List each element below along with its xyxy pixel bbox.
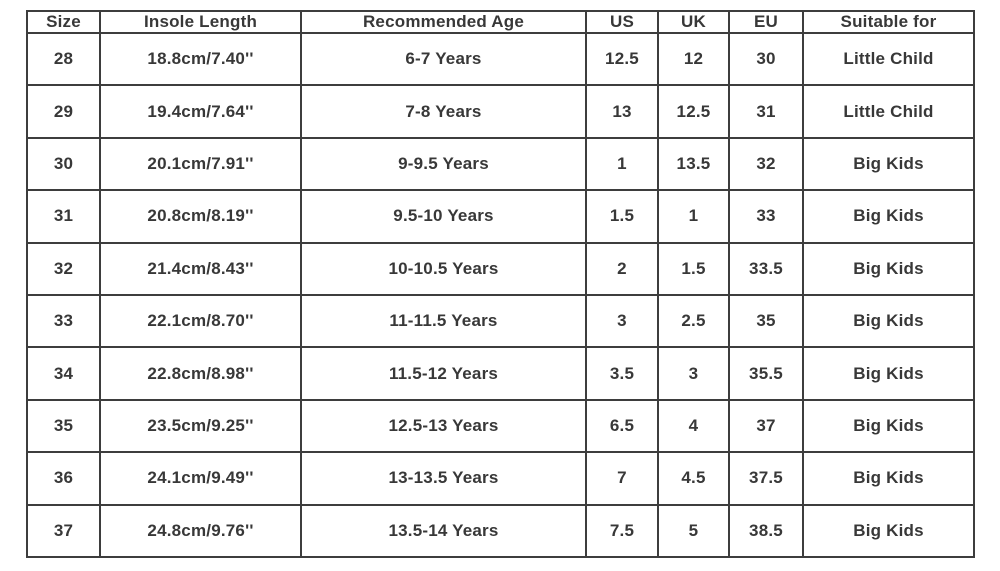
- table-cell: 3.5: [585, 346, 659, 401]
- table-cell: Big Kids: [802, 293, 975, 349]
- table-cell: 33.5: [728, 241, 804, 296]
- table-cell: 35: [728, 293, 804, 349]
- table-cell: 30: [26, 136, 101, 192]
- table-cell: 1: [657, 189, 730, 244]
- table-cell: 35: [26, 398, 101, 454]
- table-cell: 2.5: [657, 293, 730, 349]
- table-cell: 18.8cm/7.40'': [99, 31, 302, 87]
- table-cell: 12.5: [585, 31, 659, 87]
- table-cell: 32: [728, 136, 804, 192]
- table-cell: 11.5-12 Years: [300, 346, 587, 401]
- table-cell: 37.5: [728, 451, 804, 506]
- table-cell: 31: [26, 189, 101, 244]
- table-cell: 33: [26, 293, 101, 349]
- table-cell: 22.1cm/8.70'': [99, 293, 302, 349]
- table-cell: 6.5: [585, 398, 659, 454]
- column-header-recommended-age: Recommended Age: [300, 10, 587, 34]
- table-cell: 30: [728, 31, 804, 87]
- table-cell: 9.5-10 Years: [300, 189, 587, 244]
- table-cell: Little Child: [802, 84, 975, 139]
- table-row: 33 22.1cm/8.70'' 11-11.5 Years 3 2.5 35 Big Ki…: [26, 293, 975, 349]
- table-row: 29 19.4cm/7.64'' 7-8 Years 13 12.5 31 Little C…: [26, 84, 975, 139]
- table-cell: 12.5-13 Years: [300, 398, 587, 454]
- table-cell: 37: [728, 398, 804, 454]
- table-cell: 5: [657, 503, 730, 559]
- table-cell: Big Kids: [802, 503, 975, 559]
- table-cell: 20.8cm/8.19'': [99, 189, 302, 244]
- table-body: 28 18.8cm/7.40'' 6-7 Years 12.5 12 30 Little C…: [26, 31, 975, 559]
- table-cell: 13: [585, 84, 659, 139]
- table-row: 37 24.8cm/9.76'' 13.5-14 Years 7.5 5 38.5 Big …: [26, 503, 975, 559]
- table-cell: 1.5: [657, 241, 730, 296]
- table-cell: 10-10.5 Years: [300, 241, 587, 296]
- table-cell: Big Kids: [802, 346, 975, 401]
- table-row: 31 20.8cm/8.19'' 9.5-10 Years 1.5 1 33 Big Kid…: [26, 189, 975, 244]
- table-cell: 11-11.5 Years: [300, 293, 587, 349]
- size-chart: Size Insole Length Recommended Age US UK…: [26, 10, 975, 559]
- table-cell: Little Child: [802, 31, 975, 87]
- table-cell: 21.4cm/8.43'': [99, 241, 302, 296]
- table-cell: Big Kids: [802, 398, 975, 454]
- table-cell: 38.5: [728, 503, 804, 559]
- table-cell: 31: [728, 84, 804, 139]
- table-row: 30 20.1cm/7.91'' 9-9.5 Years 1 13.5 32 Big Kid…: [26, 136, 975, 192]
- column-header-eu: EU: [728, 10, 804, 34]
- table-cell: 4: [657, 398, 730, 454]
- size-chart-table: Size Insole Length Recommended Age US UK…: [26, 10, 975, 559]
- table-cell: Big Kids: [802, 189, 975, 244]
- table-cell: 12.5: [657, 84, 730, 139]
- table-row: 28 18.8cm/7.40'' 6-7 Years 12.5 12 30 Little C…: [26, 31, 975, 87]
- table-cell: 22.8cm/8.98'': [99, 346, 302, 401]
- table-row: 34 22.8cm/8.98'' 11.5-12 Years 3.5 3 35.5 Big …: [26, 346, 975, 401]
- table-cell: 7: [585, 451, 659, 506]
- table-cell: 9-9.5 Years: [300, 136, 587, 192]
- table-row: 32 21.4cm/8.43'' 10-10.5 Years 2 1.5 33.5 Big …: [26, 241, 975, 296]
- table-cell: 2: [585, 241, 659, 296]
- table-cell: 7.5: [585, 503, 659, 559]
- table-header-row: Size Insole Length Recommended Age US UK…: [26, 10, 975, 34]
- table-cell: 13.5-14 Years: [300, 503, 587, 559]
- table-row: 35 23.5cm/9.25'' 12.5-13 Years 6.5 4 37 Big Ki…: [26, 398, 975, 454]
- table-cell: 19.4cm/7.64'': [99, 84, 302, 139]
- column-header-us: US: [585, 10, 659, 34]
- table-cell: 23.5cm/9.25'': [99, 398, 302, 454]
- table-cell: 13.5: [657, 136, 730, 192]
- table-cell: 24.1cm/9.49'': [99, 451, 302, 506]
- column-header-uk: UK: [657, 10, 730, 34]
- table-cell: 34: [26, 346, 101, 401]
- column-header-insole-length: Insole Length: [99, 10, 302, 34]
- table-row: 36 24.1cm/9.49'' 13-13.5 Years 7 4.5 37.5 Big …: [26, 451, 975, 506]
- table-cell: Big Kids: [802, 136, 975, 192]
- table-cell: 29: [26, 84, 101, 139]
- table-cell: 20.1cm/7.91'': [99, 136, 302, 192]
- column-header-size: Size: [26, 10, 101, 34]
- column-header-suitable-for: Suitable for: [802, 10, 975, 34]
- table-cell: 12: [657, 31, 730, 87]
- table-cell: 28: [26, 31, 101, 87]
- table-cell: 3: [585, 293, 659, 349]
- table-cell: 33: [728, 189, 804, 244]
- table-cell: 37: [26, 503, 101, 559]
- table-cell: 32: [26, 241, 101, 296]
- table-cell: 4.5: [657, 451, 730, 506]
- table-cell: 1.5: [585, 189, 659, 244]
- table-cell: 13-13.5 Years: [300, 451, 587, 506]
- table-cell: 6-7 Years: [300, 31, 587, 87]
- table-cell: 36: [26, 451, 101, 506]
- table-cell: 35.5: [728, 346, 804, 401]
- table-cell: 24.8cm/9.76'': [99, 503, 302, 559]
- table-cell: 3: [657, 346, 730, 401]
- table-cell: 1: [585, 136, 659, 192]
- table-cell: Big Kids: [802, 451, 975, 506]
- table-cell: 7-8 Years: [300, 84, 587, 139]
- table-cell: Big Kids: [802, 241, 975, 296]
